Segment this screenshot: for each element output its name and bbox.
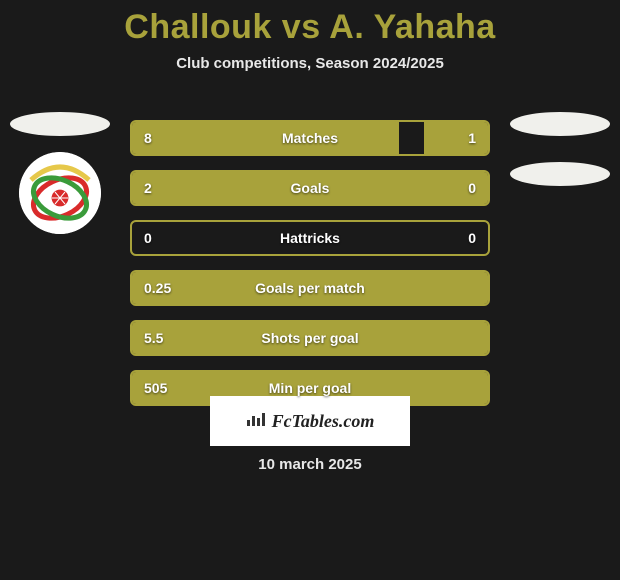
- comparison-card: Challouk vs A. Yahaha Club competitions,…: [0, 0, 620, 580]
- stat-label: Shots per goal: [132, 330, 488, 346]
- date-label: 10 march 2025: [0, 456, 620, 473]
- stat-row: 81Matches: [130, 120, 490, 156]
- stat-label: Goals: [132, 180, 488, 196]
- stat-label: Hattricks: [132, 230, 488, 246]
- player-left-name-ellipse: [10, 112, 110, 136]
- stat-row: 5.5Shots per goal: [130, 320, 490, 356]
- stat-row: 0.25Goals per match: [130, 270, 490, 306]
- watermark-text: FcTables.com: [272, 411, 375, 432]
- page-title: Challouk vs A. Yahaha: [0, 0, 620, 47]
- stat-label: Goals per match: [132, 280, 488, 296]
- player-right-badge-ellipse: [510, 162, 610, 186]
- subtitle: Club competitions, Season 2024/2025: [0, 55, 620, 72]
- watermark-chart-icon: [246, 411, 266, 432]
- stat-row: 00Hattricks: [130, 220, 490, 256]
- player-right-column: [510, 112, 610, 202]
- stat-label: Matches: [132, 130, 488, 146]
- player-left-column: [10, 112, 110, 234]
- player-left-badge: [19, 152, 101, 234]
- stat-label: Min per goal: [132, 380, 488, 396]
- watermark: FcTables.com: [210, 396, 410, 446]
- club-badge-icon: [19, 152, 101, 234]
- stats-area: 81Matches 20Goals 00Hattricks 0.25Goals per…: [130, 120, 490, 420]
- stat-row: 20Goals: [130, 170, 490, 206]
- player-right-name-ellipse: [510, 112, 610, 136]
